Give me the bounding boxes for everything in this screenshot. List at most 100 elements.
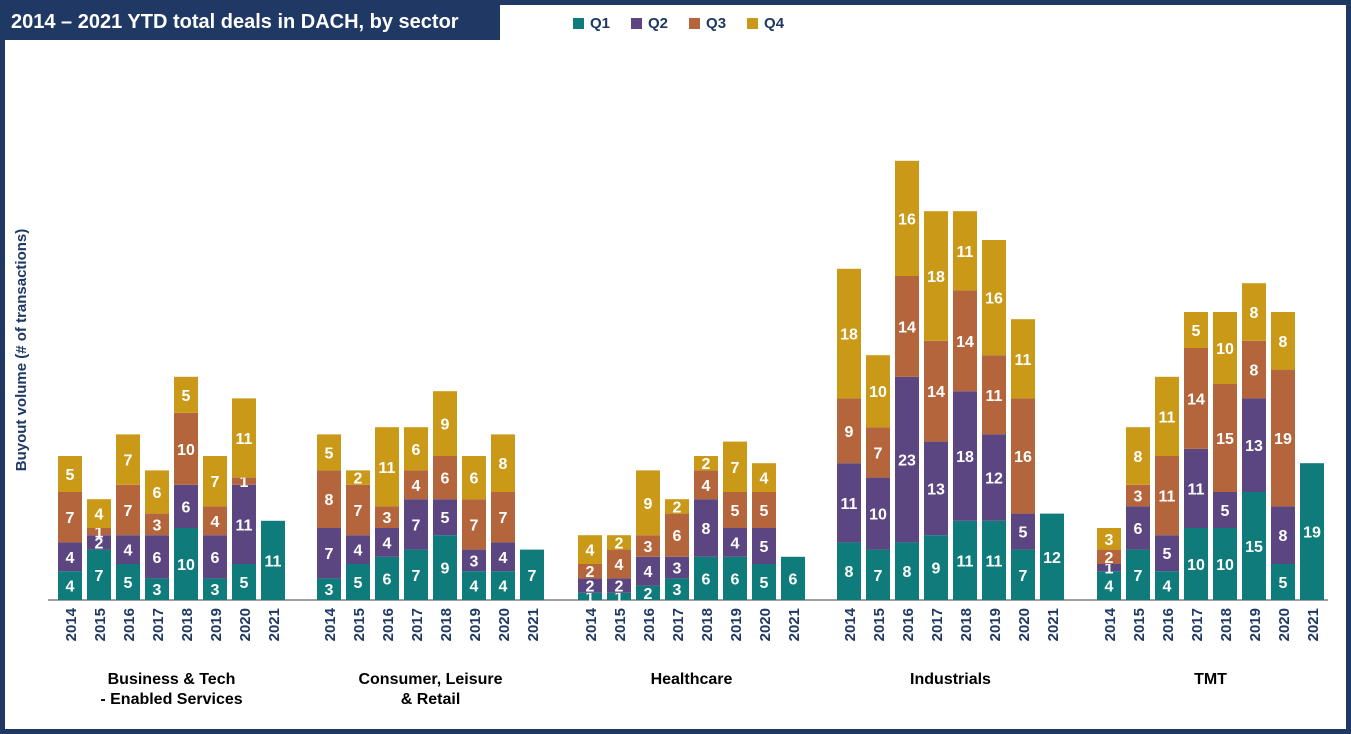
data-label: 3 [470, 553, 479, 570]
bar-segment-q3 [462, 499, 486, 550]
bar-segment-q3 [174, 412, 198, 485]
data-label: 4 [66, 579, 75, 596]
data-label: 4 [412, 478, 421, 495]
bar-segment-q2 [1011, 513, 1035, 550]
bar-segment-q2 [58, 542, 82, 572]
bar-segment-q2 [837, 463, 861, 543]
legend-item-q2: Q2 [631, 15, 668, 32]
bar-segment-q2 [375, 528, 399, 557]
legend-swatch-q4 [747, 17, 759, 29]
bar-segment-q2 [433, 499, 457, 536]
bar-segment-q2 [723, 528, 747, 557]
data-label: 7 [325, 546, 334, 563]
data-label: 8 [1279, 528, 1288, 545]
data-label: 4 [124, 543, 133, 560]
bar-segment-q3 [1126, 484, 1150, 507]
data-label: 6 [470, 471, 479, 488]
bar-segment-q2 [1213, 492, 1237, 528]
bar-segment-q2 [404, 499, 428, 550]
data-label: 4 [586, 543, 595, 560]
bar-segment-q2 [174, 484, 198, 528]
bar-segment-q2 [203, 535, 227, 579]
year-tick-label: 2014 [583, 607, 600, 641]
bar-segment-q3 [924, 340, 948, 442]
data-label: 7 [211, 474, 220, 491]
bar-segment-q3 [1271, 369, 1295, 507]
bar-segment-q1 [58, 571, 82, 600]
year-tick-label: 2021 [786, 608, 803, 641]
data-label: 16 [898, 211, 916, 228]
legend-label-q2: Q2 [648, 14, 669, 32]
year-tick-label: 2018 [699, 608, 716, 641]
bar-segment-q4 [953, 211, 977, 291]
data-label: 3 [1105, 532, 1114, 549]
bar-segment-q1 [694, 556, 718, 600]
bar-segment-q4 [1213, 312, 1237, 384]
year-tick-label: 2016 [641, 608, 658, 641]
bar-segment-q1 [866, 549, 890, 600]
bar-segment-q2 [866, 477, 890, 550]
bar-segment-q4 [491, 434, 515, 492]
bar-segment-q4 [1184, 312, 1208, 348]
bar-segment-q2 [924, 441, 948, 536]
bar-segment-q1 [433, 535, 457, 600]
data-label: 8 [1279, 334, 1288, 351]
bar-segment-q1 [203, 578, 227, 600]
bar-segment-q4 [924, 211, 948, 341]
bar-segment-q2 [317, 528, 341, 579]
year-tick-label: 2017 [150, 608, 167, 641]
data-label: 11 [379, 460, 396, 477]
data-label: 4 [470, 579, 479, 596]
bar-segment-q1 [578, 592, 602, 600]
bar-segment-q1 [607, 592, 631, 600]
data-label: 11 [236, 431, 253, 448]
bar-segment-q3 [837, 398, 861, 464]
data-label: 3 [211, 582, 220, 599]
data-label: 3 [673, 582, 682, 599]
bar-segment-q2 [895, 376, 919, 543]
data-label: 10 [1187, 557, 1205, 574]
bar-segment-q3 [346, 484, 370, 536]
bar-segment-q3 [1213, 384, 1237, 492]
year-tick-label: 2021 [525, 608, 542, 641]
year-tick-label: 2018 [958, 608, 975, 641]
year-tick-label: 2020 [1016, 608, 1033, 641]
year-tick-label: 2014 [1102, 607, 1119, 641]
bar-segment-q3 [203, 506, 227, 536]
year-tick-label: 2021 [1045, 608, 1062, 641]
data-label: 1 [95, 525, 104, 542]
bar-segment-q3 [1011, 398, 1035, 514]
data-label: 11 [1015, 352, 1032, 369]
legend-label-q4: Q4 [764, 14, 785, 32]
data-label: 5 [1019, 525, 1028, 542]
data-label: 2 [354, 471, 363, 488]
data-label: 2 [586, 564, 595, 581]
data-label: 7 [499, 510, 508, 527]
sector-label: TMT [1194, 671, 1227, 688]
bar-segment-q1 [145, 578, 169, 600]
data-label: 6 [153, 485, 162, 502]
bar-segment-q3 [404, 470, 428, 500]
data-label: 2 [615, 535, 624, 552]
data-label: 19 [1303, 525, 1321, 542]
data-label: 4 [383, 535, 392, 552]
bar-segment-q2 [982, 434, 1006, 521]
year-tick-label: 2015 [92, 608, 109, 641]
year-tick-label: 2015 [612, 608, 629, 641]
data-label: 2 [702, 456, 711, 473]
year-tick-label: 2019 [208, 608, 225, 641]
data-label: 7 [1019, 568, 1028, 585]
bar-segment-q3 [953, 290, 977, 392]
data-label: 5 [1221, 503, 1230, 520]
data-label: 7 [124, 503, 133, 520]
bar-segment-q1 [924, 535, 948, 600]
bar-segment-q2 [1126, 506, 1150, 550]
data-label: 1 [240, 474, 249, 491]
legend-swatch-q2 [631, 17, 643, 29]
data-label: 4 [211, 514, 220, 531]
bar-segment-q4 [895, 160, 919, 276]
data-label: 6 [1134, 521, 1143, 538]
data-label: 11 [1188, 481, 1205, 498]
data-label: 3 [1134, 489, 1143, 506]
data-label: 2 [95, 535, 104, 552]
